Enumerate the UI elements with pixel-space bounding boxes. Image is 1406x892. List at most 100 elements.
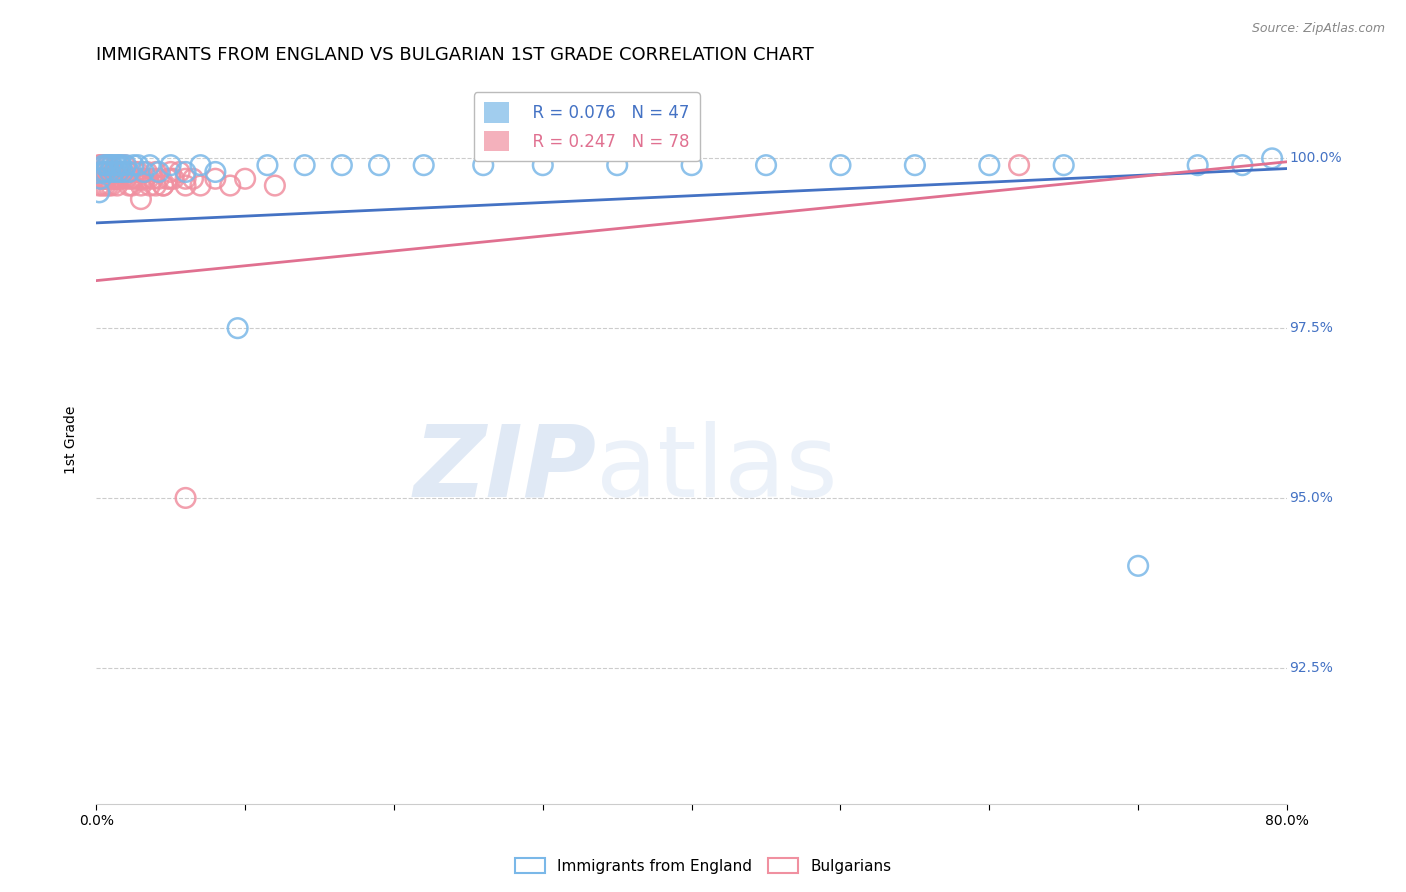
Point: [204, 171, 226, 186]
Point: [1232, 158, 1254, 172]
Legend: Immigrants from England, Bulgarians: Immigrants from England, Bulgarians: [509, 852, 897, 880]
Point: [142, 171, 165, 186]
Point: [93, 171, 115, 186]
Point: [96, 158, 118, 172]
Point: [100, 158, 122, 172]
Point: [96, 171, 118, 186]
Point: [104, 171, 127, 186]
Y-axis label: 1st Grade: 1st Grade: [65, 406, 79, 475]
Text: 92.5%: 92.5%: [1289, 661, 1333, 674]
Point: [118, 165, 141, 179]
Point: [132, 171, 155, 186]
Point: [91, 165, 114, 179]
Point: [174, 165, 197, 179]
Point: [108, 165, 131, 179]
Point: [163, 171, 186, 186]
Point: [115, 171, 138, 186]
Point: [98, 171, 121, 186]
Point: [1126, 558, 1149, 573]
Point: [91, 158, 114, 172]
Point: [190, 158, 212, 172]
Text: Source: ZipAtlas.com: Source: ZipAtlas.com: [1251, 22, 1385, 36]
Point: [98, 165, 121, 179]
Point: [93, 165, 115, 179]
Point: [181, 171, 204, 186]
Point: [127, 165, 149, 179]
Point: [135, 165, 157, 179]
Point: [89, 178, 111, 193]
Point: [125, 171, 148, 186]
Point: [89, 186, 111, 200]
Point: [368, 158, 391, 172]
Point: [145, 165, 167, 179]
Point: [96, 158, 118, 172]
Point: [330, 158, 353, 172]
Point: [112, 165, 135, 179]
Point: [159, 171, 181, 186]
Point: [90, 165, 112, 179]
Point: [139, 178, 162, 193]
Point: [122, 171, 145, 186]
Point: [122, 158, 145, 172]
Point: [256, 158, 278, 172]
Point: [118, 178, 141, 193]
Point: [531, 158, 554, 172]
Point: [104, 158, 127, 172]
Point: [121, 178, 143, 193]
Point: [100, 178, 122, 193]
Point: [606, 158, 628, 172]
Point: [97, 158, 120, 172]
Point: [120, 171, 142, 186]
Point: [94, 178, 117, 193]
Point: [115, 158, 138, 172]
Text: atlas: atlas: [596, 421, 838, 517]
Point: [110, 158, 132, 172]
Point: [94, 165, 117, 179]
Point: [174, 178, 197, 193]
Point: [148, 165, 170, 179]
Point: [129, 192, 152, 206]
Point: [93, 158, 115, 172]
Point: [90, 165, 112, 179]
Point: [90, 171, 112, 186]
Point: [94, 165, 117, 179]
Text: 95.0%: 95.0%: [1289, 491, 1333, 505]
Point: [91, 171, 114, 186]
Point: [103, 171, 125, 186]
Point: [105, 178, 128, 193]
Point: [105, 158, 128, 172]
Point: [94, 165, 117, 179]
Point: [93, 158, 115, 172]
Point: [148, 171, 170, 186]
Point: [174, 491, 197, 505]
Text: ZIP: ZIP: [413, 421, 596, 517]
Point: [1187, 158, 1209, 172]
Point: [226, 321, 249, 335]
Point: [101, 171, 124, 186]
Point: [89, 158, 111, 172]
Point: [117, 165, 139, 179]
Point: [152, 178, 174, 193]
Point: [103, 165, 125, 179]
Point: [830, 158, 852, 172]
Text: 100.0%: 100.0%: [1289, 152, 1341, 165]
Point: [190, 178, 212, 193]
Point: [159, 158, 181, 172]
Point: [100, 158, 122, 172]
Point: [104, 165, 127, 179]
Point: [127, 158, 149, 172]
Point: [101, 158, 124, 172]
Point: [264, 178, 287, 193]
Point: [107, 165, 129, 179]
Point: [94, 171, 117, 186]
Point: [91, 171, 114, 186]
Point: [97, 158, 120, 172]
Point: [105, 171, 128, 186]
Point: [96, 171, 118, 186]
Point: [129, 178, 152, 193]
Point: [112, 165, 135, 179]
Point: [103, 165, 125, 179]
Point: [174, 171, 197, 186]
Point: [472, 158, 495, 172]
Point: [91, 178, 114, 193]
